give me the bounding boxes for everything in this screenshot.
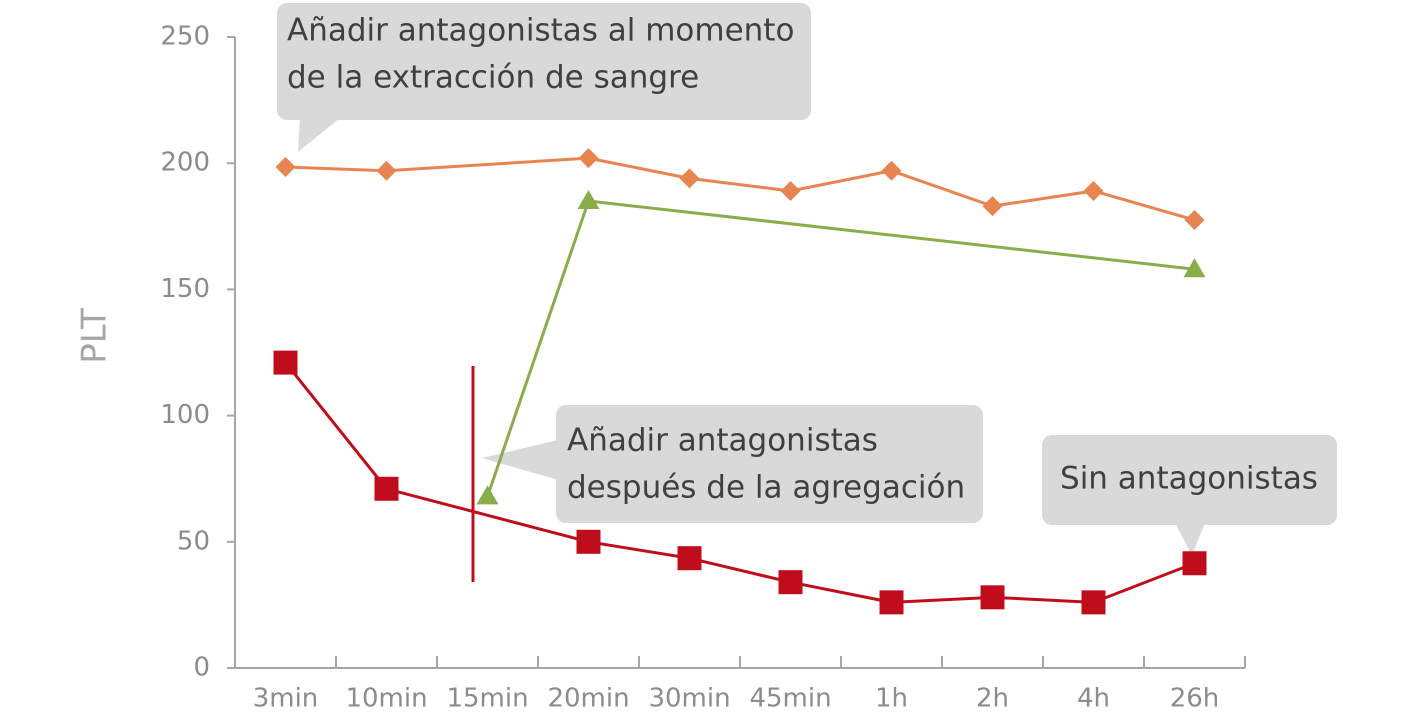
y-axis-label: PLT	[75, 308, 115, 364]
y-tick-label: 200	[160, 148, 210, 178]
x-tick-label: 20min	[547, 684, 629, 714]
point	[1083, 180, 1104, 201]
point	[677, 546, 702, 571]
point	[376, 160, 397, 181]
point	[778, 570, 803, 595]
point	[1184, 209, 1205, 230]
callout-box	[556, 405, 983, 523]
callout-pointer	[1175, 523, 1205, 555]
point	[576, 529, 601, 554]
x-tick-label: 15min	[446, 684, 528, 714]
annotation: de la extracción de sangre	[287, 60, 699, 96]
point	[578, 148, 599, 169]
x-tick-label: 45min	[749, 684, 831, 714]
y-tick-label: 100	[160, 400, 210, 430]
x-tick-label: 2h	[976, 684, 1009, 714]
annotation: Añadir antagonistas	[567, 423, 878, 459]
y-tick-label: 0	[193, 653, 210, 683]
point	[679, 168, 700, 189]
point	[1183, 258, 1206, 278]
x-tick-label: 30min	[648, 684, 730, 714]
point	[780, 180, 801, 201]
point	[275, 156, 296, 177]
callouts	[277, 3, 1337, 582]
callout-pointer	[482, 440, 558, 480]
point	[881, 160, 902, 181]
point	[374, 476, 399, 501]
point	[879, 590, 904, 615]
annotation: Sin antagonistas	[1060, 461, 1318, 497]
callout-box	[277, 3, 811, 120]
annotation: después de la agregación	[567, 470, 965, 506]
point	[1182, 551, 1207, 576]
x-tick-label: 10min	[345, 684, 427, 714]
point	[982, 196, 1003, 217]
point	[273, 350, 298, 375]
x-tick-label: 3min	[253, 684, 319, 714]
point	[476, 485, 499, 505]
y-tick-label: 150	[160, 274, 210, 304]
callout-pointer	[298, 118, 340, 152]
point	[1081, 590, 1106, 615]
series-line	[285, 156, 1195, 222]
point	[577, 190, 600, 210]
x-tick-label: 1h	[875, 684, 908, 714]
x-tick-label: 4h	[1077, 684, 1110, 714]
x-tick-label: 26h	[1170, 684, 1220, 714]
y-tick-label: 50	[177, 526, 210, 556]
annotation: Añadir antagonistas al momento	[287, 13, 794, 49]
callout-box	[1042, 435, 1337, 525]
y-tick-label: 250	[160, 22, 210, 52]
point	[980, 585, 1005, 610]
